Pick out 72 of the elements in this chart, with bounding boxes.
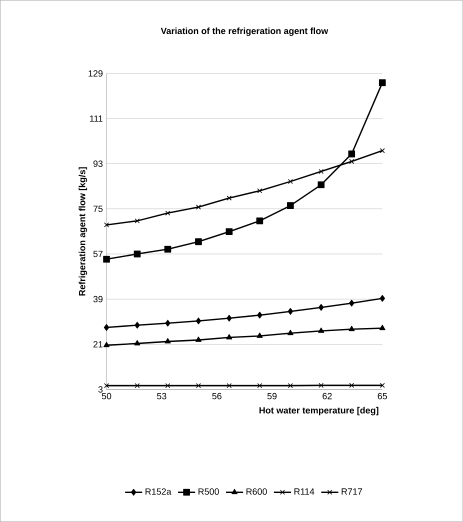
point [287,202,294,209]
point [134,383,140,388]
y-tick-label: 3 [98,386,103,393]
point [257,188,262,194]
point [226,314,232,322]
point [196,336,202,342]
point [226,196,232,201]
point [164,338,171,344]
y-tick-label: 39 [93,296,103,302]
point [165,320,170,327]
point [104,383,110,388]
point [288,383,294,388]
y-axis-title: Refrigeration agent flow [kg/s] [78,167,88,296]
x-tick-label: 53 [157,392,166,400]
point [288,178,294,184]
point [104,342,110,348]
legend-label: R717 [342,488,362,495]
legend-label: R600 [246,488,267,495]
point [257,312,262,319]
point [348,150,356,158]
legend-label: R152a [146,488,172,495]
point [134,322,140,329]
point [256,217,264,224]
point [104,324,110,331]
y-tick-label: 57 [93,250,103,258]
point [380,294,386,302]
point [196,204,202,210]
point [164,246,172,253]
point [288,330,294,336]
point [134,250,141,258]
point [257,383,262,388]
point [349,158,354,164]
point [134,340,140,346]
point [196,383,202,388]
point [165,210,170,216]
point [195,238,202,246]
point [226,334,232,340]
point [134,218,140,224]
x-tick-label: 62 [322,392,332,400]
point [380,382,385,388]
x-axis-title: Hot water temperature [deg] [260,406,378,416]
point [379,79,386,86]
point [348,326,355,332]
point [226,228,233,236]
point [318,328,324,333]
legend-label: R500 [198,488,220,495]
y-tick-label: 75 [94,206,103,212]
point [256,332,263,338]
point [379,324,386,330]
point [349,382,354,388]
y-tick-label: 111 [90,115,103,122]
point [196,318,202,324]
y-tick-label: 129 [88,70,103,77]
point [226,383,232,388]
point [103,256,110,263]
point [288,308,294,315]
point [165,383,170,388]
legend-label: R114 [294,488,314,495]
point [104,222,110,228]
point [349,300,354,307]
x-tick-label: 56 [212,392,222,400]
x-tick-label: 65 [378,392,388,400]
point [318,382,324,388]
x-tick-label: 59 [267,392,277,400]
point [318,304,324,311]
point [380,148,385,154]
point [318,181,325,188]
y-tick-label: 93 [94,160,103,167]
x-tick-label: 50 [102,392,112,400]
point [318,168,324,174]
chart-title: Variation of the refrigeration agent flow [160,27,328,36]
y-tick-label: 21 [94,341,103,348]
